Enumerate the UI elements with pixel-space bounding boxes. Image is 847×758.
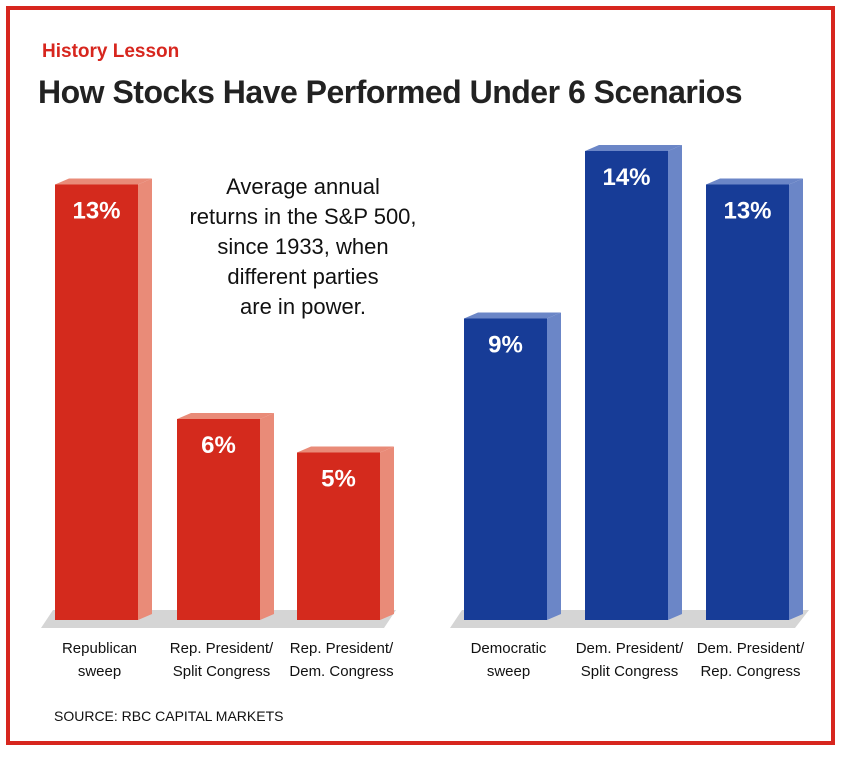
kicker-label: History Lesson	[42, 41, 180, 62]
bar-value-label-4: 14%	[602, 164, 650, 191]
source-note: SOURCE: RBC CAPITAL MARKETS	[54, 708, 284, 724]
bar-5	[706, 184, 789, 620]
bar-3	[464, 318, 547, 620]
category-label-4-0: Dem. President/	[576, 640, 684, 657]
category-label-3-1: sweep	[487, 663, 530, 680]
bar-side-0	[138, 178, 152, 620]
bar-top-2	[297, 446, 394, 453]
bar-0	[55, 184, 138, 620]
bar-value-label-5: 13%	[723, 198, 771, 225]
chart-title: How Stocks Have Performed Under 6 Scenar…	[38, 74, 743, 110]
chart-subtitle: Average annual returns in the S&P 500, s…	[189, 174, 417, 319]
bar-top-4	[585, 145, 682, 151]
bar-side-1	[260, 413, 274, 620]
category-label-4-1: Split Congress	[581, 663, 679, 680]
bar-side-2	[380, 446, 394, 620]
bar-2	[297, 452, 380, 620]
bar-value-label-1: 6%	[201, 432, 236, 459]
bar-value-label-3: 9%	[488, 332, 523, 359]
bar-value-label-2: 5%	[321, 466, 356, 493]
bar-side-5	[789, 178, 803, 620]
category-label-0-0: Republican	[62, 640, 137, 657]
bar-side-4	[668, 145, 682, 620]
category-label-1-0: Rep. President/	[170, 640, 274, 657]
category-label-2-1: Dem. Congress	[289, 663, 393, 680]
category-label-2-0: Rep. President/	[290, 640, 394, 657]
bar-1	[177, 419, 260, 620]
category-label-1-1: Split Congress	[173, 663, 271, 680]
category-label-3-0: Democratic	[471, 640, 547, 657]
bar-top-1	[177, 413, 274, 419]
bar-top-5	[706, 178, 803, 185]
bar-top-0	[55, 178, 152, 185]
category-label-5-0: Dem. President/	[697, 640, 805, 657]
category-label-5-1: Rep. Congress	[700, 663, 800, 680]
bar-4	[585, 151, 668, 620]
category-label-0-1: sweep	[78, 663, 121, 680]
bar-side-3	[547, 312, 561, 620]
bar-top-3	[464, 312, 561, 319]
bar-value-label-0: 13%	[72, 198, 120, 225]
